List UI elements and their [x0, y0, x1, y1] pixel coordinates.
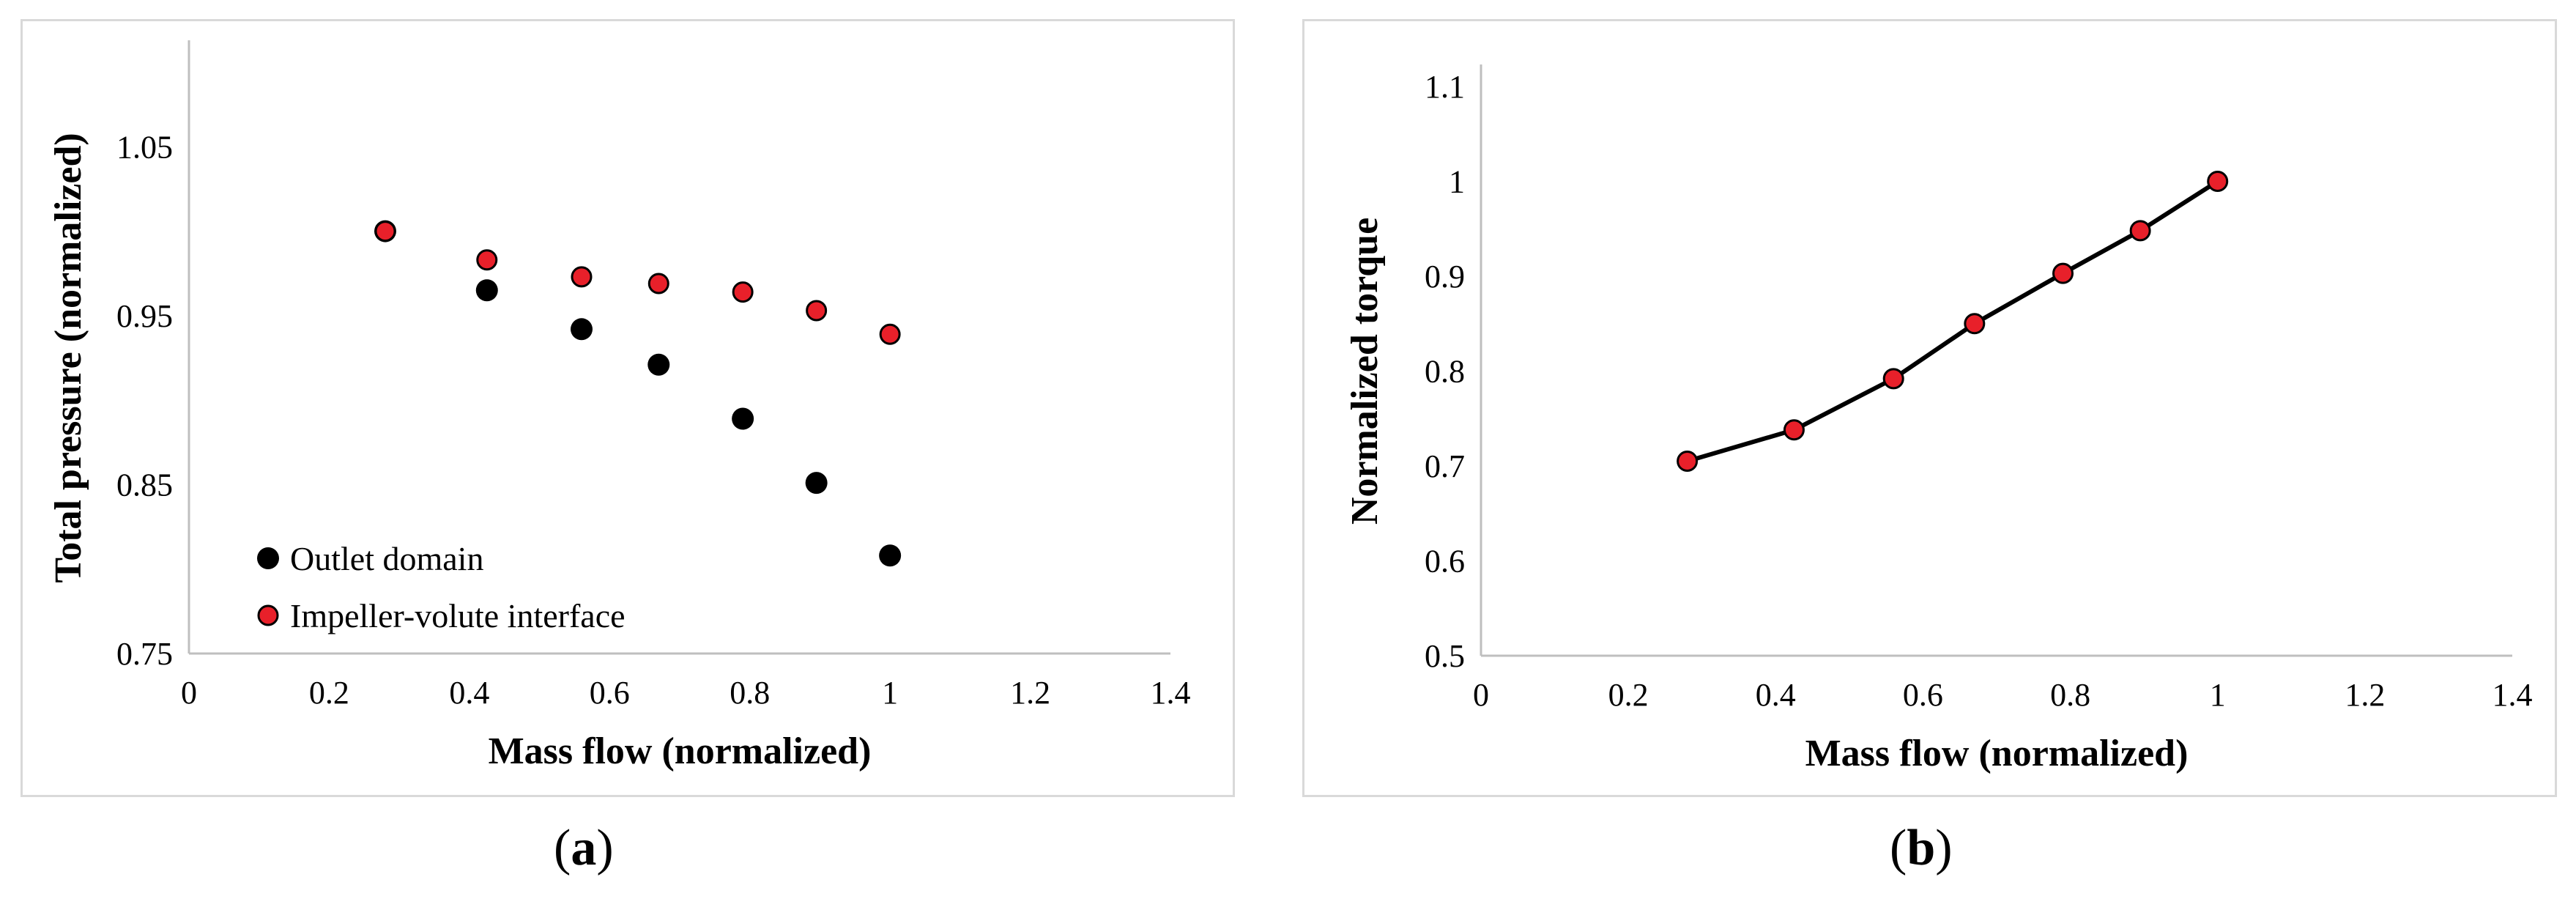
panel-a-data-point [476, 249, 498, 271]
panel-a-legend-label: Outlet domain [290, 540, 483, 577]
panel-b-x-tick-label: 0 [1473, 677, 1489, 713]
panel-a-y-tick-label: 1.05 [116, 129, 173, 165]
panel-b-data-point [2052, 262, 2074, 284]
panel-a-legend-marker [257, 547, 279, 569]
panel-b-y-tick-label: 1 [1449, 164, 1465, 200]
panel-b-x-tick-label: 0.8 [2050, 677, 2090, 713]
panel-a-data-point [805, 472, 828, 495]
panel-a-data-point [879, 323, 901, 345]
panel-a-data-point [879, 544, 902, 567]
panel-a-legend-label: Impeller-volute interface [290, 597, 626, 634]
panel-b-y-tick-label: 0.7 [1425, 448, 1465, 484]
panel-b-x-tick-label: 0.6 [1903, 677, 1943, 713]
panel-a-data-point [647, 353, 670, 376]
panel-a-y-axis-title: Total pressure (normalized) [48, 133, 89, 582]
panel-a-x-tick-label: 1.4 [1151, 675, 1191, 711]
panel-b-data-point [1882, 368, 1904, 390]
panel-b-y-tick-label: 0.5 [1425, 638, 1465, 674]
panel-b-y-tick-label: 0.6 [1425, 544, 1465, 580]
panel-a-x-tick-label: 0.2 [309, 675, 349, 711]
panel-a-frame [21, 19, 1235, 797]
panel-a-x-tick-label: 0 [181, 675, 197, 711]
panel-b-x-tick-label: 1.4 [2493, 677, 2533, 713]
panel-b-x-tick-label: 0.2 [1608, 677, 1649, 713]
panel-a-data-point [475, 279, 498, 302]
panel-a-x-tick-label: 0.4 [449, 675, 489, 711]
panel-a-x-axis-title: Mass flow (normalized) [489, 730, 872, 772]
panel-b-data-point [1677, 451, 1699, 473]
panel-a-data-point [806, 300, 828, 322]
panel-a-x-tick-label: 1.2 [1010, 675, 1050, 711]
panel-b-data-point [2129, 220, 2151, 242]
panel-b-y-tick-label: 1.1 [1425, 69, 1465, 105]
panel-b-y-tick-label: 0.8 [1425, 354, 1465, 390]
panel-b-x-tick-label: 1 [2210, 677, 2226, 713]
panel-a-y-tick-label: 0.95 [116, 298, 173, 334]
panel-a-y-tick-label: 0.75 [116, 636, 173, 672]
panel-b-frame [1302, 19, 2557, 797]
panel-b-x-tick-label: 1.2 [2345, 677, 2385, 713]
panel-a-x-tick-label: 1 [882, 675, 898, 711]
panel-a-data-point [374, 221, 396, 243]
panel-b-data-point [1783, 419, 1805, 441]
panel-a-data-point [732, 281, 754, 303]
panel-label-a: (a) [554, 820, 614, 876]
panel-a-data-point [647, 273, 669, 295]
panel-b-y-tick-label: 0.9 [1425, 259, 1465, 295]
panel-a-x-tick-label: 0.8 [730, 675, 770, 711]
panel-b-data-point [1964, 313, 1986, 335]
panel-label-b: (b) [1890, 820, 1953, 876]
panel-a-legend-marker [257, 604, 279, 626]
panel-a-data-point [571, 318, 593, 341]
panel-a-y-tick-label: 0.85 [116, 467, 173, 503]
panel-a-data-point [732, 407, 754, 430]
panel-b-y-axis-title: Normalized torque [1344, 218, 1386, 525]
panel-b-x-axis-title: Mass flow (normalized) [1805, 733, 2189, 774]
panel-a-x-tick-label: 0.6 [590, 675, 630, 711]
panel-b-data-point [2207, 171, 2229, 192]
panel-b-x-tick-label: 0.4 [1756, 677, 1796, 713]
panel-a-data-point [571, 266, 593, 288]
